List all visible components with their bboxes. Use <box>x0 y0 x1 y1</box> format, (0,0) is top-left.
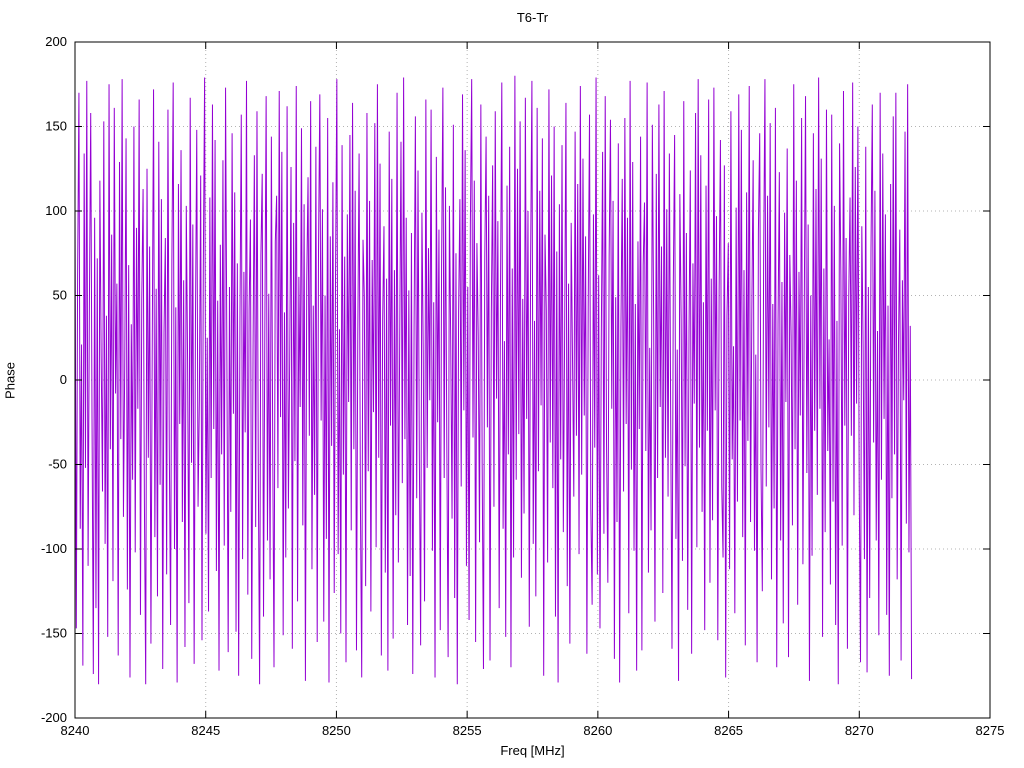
x-tick-label: 8265 <box>714 723 743 738</box>
y-tick-label: 100 <box>45 203 67 218</box>
y-tick-label: 0 <box>60 372 67 387</box>
y-tick-label: -200 <box>41 710 67 725</box>
x-tick-label: 8275 <box>976 723 1005 738</box>
data-line <box>74 75 913 685</box>
x-tick-label: 8245 <box>191 723 220 738</box>
x-tick-label: 8270 <box>845 723 874 738</box>
x-tick-label: 8260 <box>583 723 612 738</box>
y-tick-label: 50 <box>53 288 67 303</box>
y-tick-label: -150 <box>41 626 67 641</box>
chart-title: T6-Tr <box>516 10 549 25</box>
x-tick-label: 8250 <box>322 723 351 738</box>
x-axis-label: Freq [MHz] <box>500 743 565 758</box>
y-axis-label: Phase <box>2 362 18 399</box>
x-tick-label: 8255 <box>453 723 482 738</box>
x-tick-label: 8240 <box>61 723 90 738</box>
y-tick-label: 200 <box>45 34 67 49</box>
y-tick-label: -100 <box>41 541 67 556</box>
y-tick-label: -50 <box>48 457 67 472</box>
y-tick-label: 150 <box>45 119 67 134</box>
